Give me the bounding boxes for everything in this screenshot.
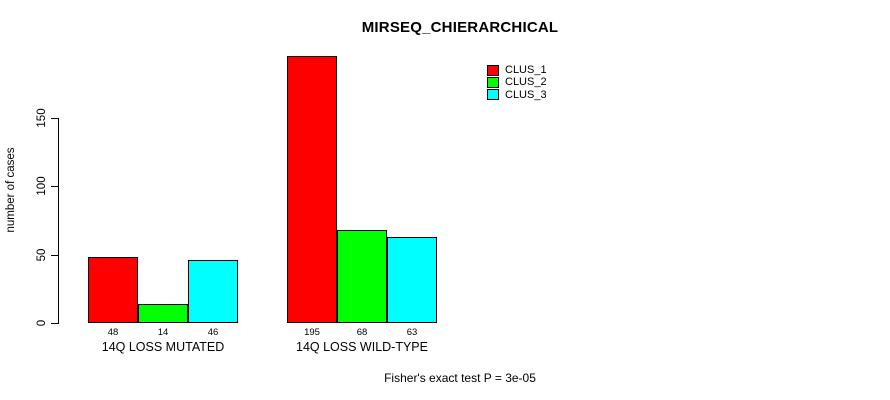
- y-tick-label-100: 100: [36, 176, 48, 196]
- y-axis-label: number of cases: [5, 147, 17, 233]
- annotation-text: Fisher's exact test P = 3e-05: [384, 371, 536, 385]
- bar-value-label-clus_2-group-2: 68: [356, 327, 368, 338]
- legend-item-clus-1: CLUS_1: [487, 64, 547, 76]
- y-tick-label-50: 50: [36, 248, 48, 262]
- bar-clus_1-group-1: [88, 257, 138, 323]
- bar-value-label-clus_1-group-2: 195: [304, 327, 320, 338]
- bar-value-label-clus_2-group-1: 14: [157, 327, 169, 338]
- bar-value-label-clus_1-group-1: 48: [107, 327, 119, 338]
- y-axis-line: [58, 118, 59, 324]
- y-tick-mark-150: [51, 118, 58, 119]
- legend-label-clus-3: CLUS_3: [505, 88, 547, 101]
- y-tick-mark-50: [51, 254, 58, 256]
- y-tick-mark-0: [51, 323, 58, 324]
- legend: CLUS_1 CLUS_2 CLUS_3: [487, 64, 547, 101]
- chart-title: MIRSEQ_CHIERARCHICAL: [361, 19, 559, 36]
- legend-swatch-clus-2-icon: [487, 76, 499, 88]
- y-tick-label-150: 150: [36, 108, 48, 128]
- bar-value-label-clus_3-group-2: 63: [406, 327, 418, 338]
- legend-label-clus-1: CLUS_1: [505, 64, 547, 77]
- y-tick-label-0: 0: [36, 319, 48, 327]
- bar-value-label-clus_3-group-1: 46: [207, 327, 219, 338]
- bar-clus_3-group-1: [188, 260, 238, 323]
- x-category-label-wild-type: 14Q LOSS WILD-TYPE: [296, 340, 428, 354]
- legend-swatch-clus-3-icon: [487, 89, 499, 101]
- x-category-label-mutated: 14Q LOSS MUTATED: [101, 340, 225, 354]
- bar-clus_2-group-2: [337, 230, 387, 323]
- legend-item-clus-3: CLUS_3: [487, 89, 547, 101]
- bar-clus_2-group-1: [138, 304, 188, 323]
- y-tick-mark-100: [51, 186, 58, 188]
- bar-clus_1-group-2: [287, 56, 337, 323]
- bar-clus_3-group-2: [387, 237, 437, 323]
- legend-item-clus-2: CLUS_2: [487, 76, 547, 88]
- legend-label-clus-2: CLUS_2: [505, 76, 547, 89]
- legend-swatch-clus-1-icon: [487, 64, 499, 76]
